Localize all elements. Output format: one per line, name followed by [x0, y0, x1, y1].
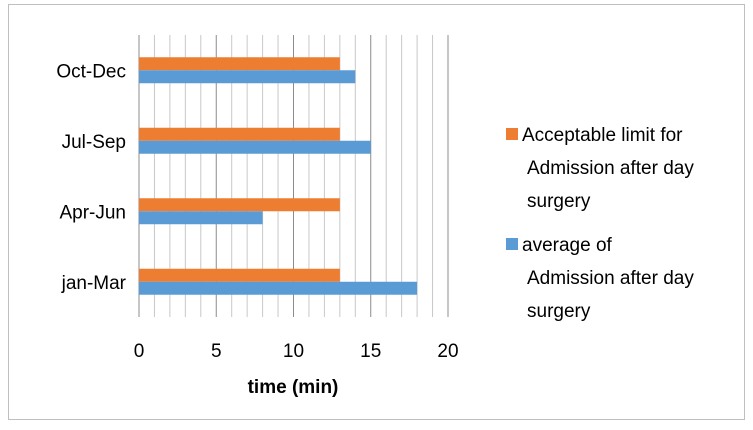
x-tick-label: 5	[211, 341, 222, 362]
bar-acceptable-limit-jan-mar	[139, 268, 340, 282]
legend: Acceptable limit for Admission after day s…	[506, 125, 694, 322]
x-axis-title: time (min)	[248, 377, 339, 398]
bar-average-jul-sep	[139, 140, 371, 154]
y-tick-label: Apr-Jun	[59, 202, 126, 223]
bar-acceptable-limit-oct-dec	[139, 57, 340, 71]
tick-labels: jan-Mar Apr-Jun Jul-Sep Oct-Dec 0 5 10 15 20	[56, 61, 458, 362]
legend-label: surgery	[527, 301, 591, 322]
chart-frame	[8, 4, 745, 420]
bar-average-jan-mar	[139, 281, 418, 295]
legend-label: Acceptable limit for	[522, 125, 683, 146]
y-tick-label: jan-Mar	[61, 273, 127, 294]
bar-acceptable-limit-apr-jun	[139, 198, 340, 212]
x-tick-label: 20	[437, 341, 458, 362]
legend-swatch	[506, 238, 518, 250]
x-tick-label: 15	[360, 341, 381, 362]
bars	[139, 57, 418, 295]
bar-average-apr-jun	[139, 211, 263, 225]
legend-swatch	[506, 128, 518, 140]
y-tick-label: Jul-Sep	[62, 132, 126, 153]
x-tick-label: 10	[283, 341, 304, 362]
legend-label: average of	[522, 235, 613, 256]
legend-label: Admission after day	[527, 268, 694, 289]
bar-average-oct-dec	[139, 70, 356, 84]
y-tick-label: Oct-Dec	[56, 61, 126, 82]
bar-acceptable-limit-jul-sep	[139, 127, 340, 141]
legend-label: Admission after day	[527, 158, 694, 179]
legend-label: surgery	[527, 191, 591, 212]
x-tick-label: 0	[134, 341, 145, 362]
